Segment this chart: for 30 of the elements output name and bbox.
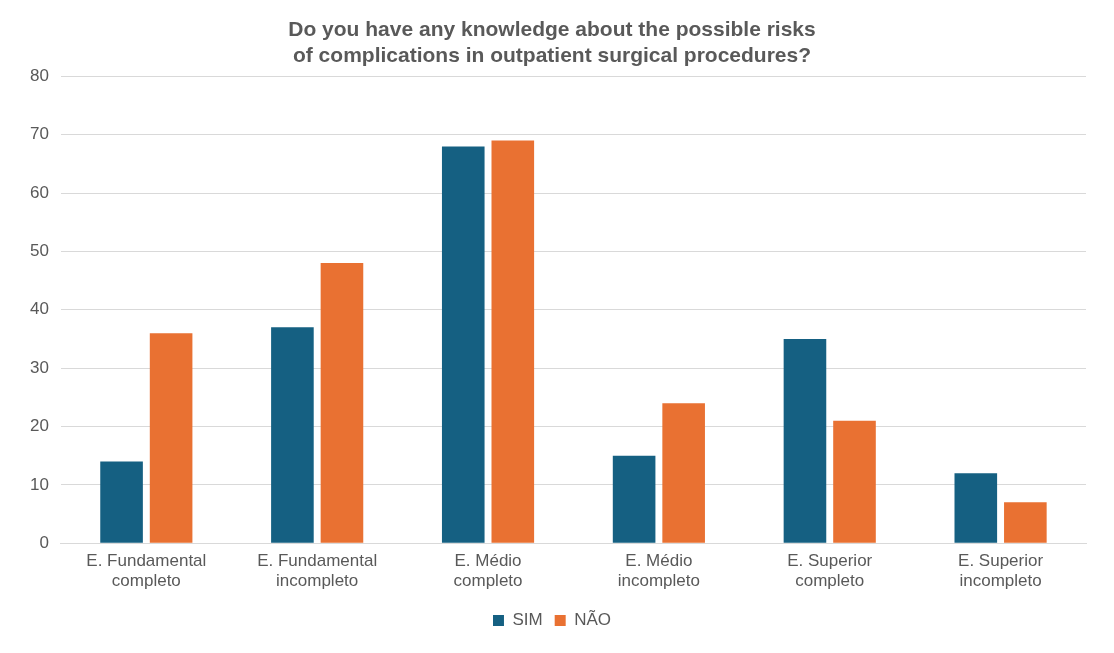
bar	[320, 263, 364, 543]
x-tick-label: E. Fundamental completo	[86, 551, 207, 591]
legend-label: SIM	[512, 610, 543, 630]
x-tick-label: E. Médio completo	[453, 551, 523, 591]
bar	[271, 327, 314, 543]
y-tick-label: 20	[29, 416, 49, 436]
bar	[441, 146, 485, 543]
bar	[954, 473, 998, 543]
bar	[833, 420, 876, 543]
chart-title: Do you have any knowledge about the possible risks of complications in outpatient surgical procedures?	[288, 17, 816, 66]
x-tick-label: E. Médio incompleto	[617, 551, 700, 591]
y-tick-label: 70	[29, 124, 49, 144]
x-tick-label: E. Fundamental incompleto	[257, 551, 378, 591]
y-tick-label: 30	[29, 357, 49, 377]
bar	[783, 338, 827, 543]
y-tick-label: 10	[29, 474, 49, 494]
y-tick-label: 40	[29, 299, 49, 319]
bar	[491, 140, 535, 543]
x-tick-label: E. Superior completo	[787, 551, 873, 591]
legend-label: NÃO	[574, 610, 612, 630]
y-tick-label: 50	[29, 241, 49, 261]
bar	[1004, 502, 1047, 543]
bar	[662, 403, 705, 543]
y-tick-label: 80	[29, 66, 49, 86]
x-tick-label: E. Superior incompleto	[958, 551, 1044, 591]
y-tick-label: 60	[29, 182, 49, 202]
bar	[100, 461, 143, 543]
bar	[612, 455, 656, 543]
bar	[149, 333, 193, 543]
y-tick-label: 0	[39, 532, 49, 552]
